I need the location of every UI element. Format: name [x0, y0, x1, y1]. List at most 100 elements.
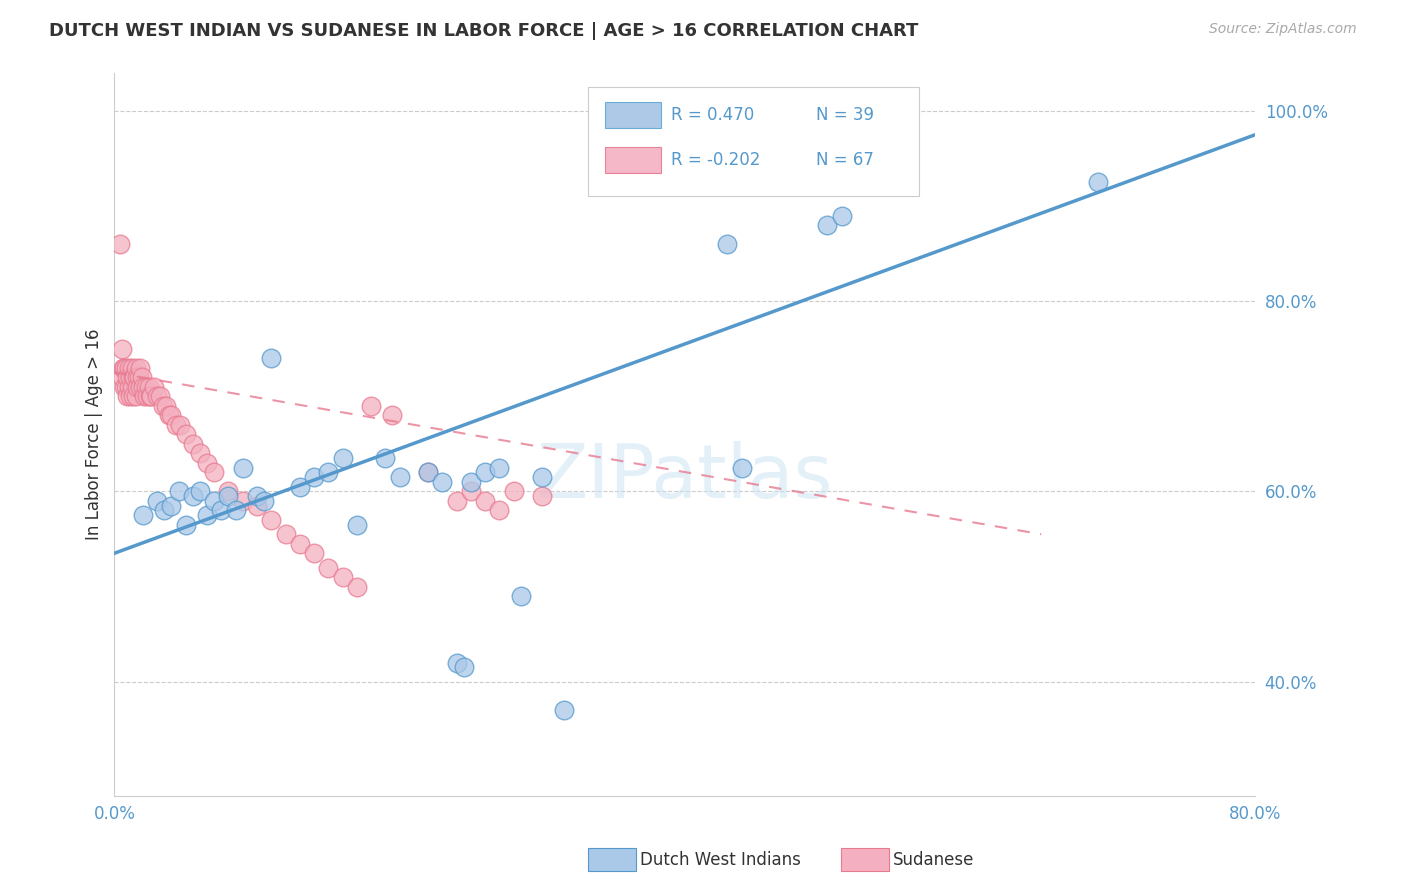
Text: R = 0.470: R = 0.470: [671, 106, 754, 124]
Point: [169, 417, 191, 432]
Point: [388, 470, 411, 484]
Point: [188, 484, 211, 499]
Point: [509, 589, 531, 603]
Point: [127, 370, 149, 384]
Point: [553, 703, 575, 717]
Point: [502, 484, 524, 499]
Text: R = -0.202: R = -0.202: [671, 151, 761, 169]
Point: [129, 380, 152, 394]
Point: [288, 480, 311, 494]
Point: [316, 466, 339, 480]
Point: [253, 494, 276, 508]
Text: ZIPatlas: ZIPatlas: [537, 442, 832, 514]
Point: [815, 218, 838, 232]
Text: N = 67: N = 67: [815, 151, 873, 169]
Text: Dutch West Indians: Dutch West Indians: [640, 851, 800, 869]
Text: Sudanese: Sudanese: [893, 851, 974, 869]
Point: [381, 409, 404, 423]
Point: [155, 399, 177, 413]
Point: [260, 351, 283, 366]
Point: [488, 460, 510, 475]
Point: [416, 466, 439, 480]
Point: [460, 484, 482, 499]
Point: [118, 380, 141, 394]
Point: [217, 489, 239, 503]
Point: [132, 508, 155, 523]
Point: [474, 466, 496, 480]
Point: [110, 370, 132, 384]
Point: [146, 494, 169, 508]
Point: [124, 370, 146, 384]
Point: [460, 475, 482, 489]
Point: [110, 342, 132, 356]
Point: [114, 360, 136, 375]
Point: [246, 489, 269, 503]
Point: [302, 470, 325, 484]
Point: [143, 380, 166, 394]
Point: [146, 389, 169, 403]
Point: [131, 370, 153, 384]
Text: DUTCH WEST INDIAN VS SUDANESE IN LABOR FORCE | AGE > 16 CORRELATION CHART: DUTCH WEST INDIAN VS SUDANESE IN LABOR F…: [49, 22, 918, 40]
Point: [188, 446, 211, 460]
Text: Source: ZipAtlas.com: Source: ZipAtlas.com: [1209, 22, 1357, 37]
Point: [332, 570, 354, 584]
FancyBboxPatch shape: [605, 102, 661, 128]
Point: [202, 494, 225, 508]
Point: [302, 546, 325, 560]
Y-axis label: In Labor Force | Age > 16: In Labor Force | Age > 16: [86, 328, 103, 541]
Point: [108, 237, 131, 252]
Point: [181, 437, 204, 451]
Point: [129, 360, 152, 375]
Point: [360, 399, 382, 413]
Point: [232, 460, 254, 475]
FancyBboxPatch shape: [605, 146, 661, 173]
Point: [160, 409, 183, 423]
Point: [174, 427, 197, 442]
Point: [202, 466, 225, 480]
Point: [260, 513, 283, 527]
Point: [446, 494, 468, 508]
Point: [174, 517, 197, 532]
Point: [181, 489, 204, 503]
Point: [139, 389, 162, 403]
Point: [217, 484, 239, 499]
Point: [153, 503, 176, 517]
Point: [118, 360, 141, 375]
Point: [232, 494, 254, 508]
Point: [474, 494, 496, 508]
Point: [125, 360, 148, 375]
Point: [531, 489, 554, 503]
Point: [453, 660, 475, 674]
Point: [128, 370, 150, 384]
Point: [112, 360, 135, 375]
Point: [274, 527, 297, 541]
Point: [149, 389, 172, 403]
Point: [167, 484, 190, 499]
Point: [446, 656, 468, 670]
Point: [488, 503, 510, 517]
Point: [225, 503, 247, 517]
Point: [432, 475, 454, 489]
Point: [121, 380, 143, 394]
Point: [152, 399, 174, 413]
Point: [122, 389, 145, 403]
Point: [1087, 175, 1109, 189]
Point: [332, 451, 354, 466]
Point: [141, 389, 163, 403]
Point: [115, 389, 138, 403]
Point: [134, 389, 156, 403]
Point: [346, 580, 368, 594]
Point: [160, 499, 183, 513]
Point: [136, 389, 159, 403]
Point: [127, 380, 149, 394]
Text: N = 39: N = 39: [815, 106, 875, 124]
Point: [731, 460, 754, 475]
Point: [288, 537, 311, 551]
Point: [114, 380, 136, 394]
Point: [112, 380, 135, 394]
Point: [346, 517, 368, 532]
Point: [374, 451, 396, 466]
Point: [716, 237, 738, 252]
Point: [416, 466, 439, 480]
Point: [121, 360, 143, 375]
